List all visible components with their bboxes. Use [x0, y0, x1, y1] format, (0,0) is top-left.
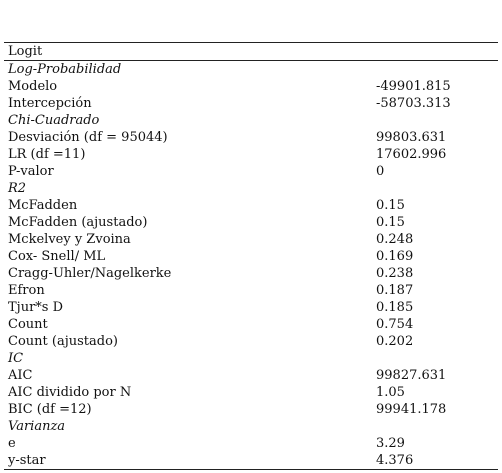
row-label: Mckelvey y Zvoina: [8, 232, 131, 247]
row-label: e: [8, 436, 16, 451]
row-label: LR (df =11): [8, 147, 86, 162]
row-value: 1.05: [376, 385, 405, 400]
row-value: 17602.996: [376, 147, 447, 162]
row-value: 99803.631: [376, 130, 447, 145]
row-label: AIC: [8, 368, 33, 383]
row-value: 0.185: [376, 300, 414, 315]
table-header-label: Logit: [8, 44, 43, 59]
table-row: AIC dividido por N 1.05: [4, 384, 498, 401]
row-label: Intercepción: [8, 96, 92, 111]
table-row: Tjur*s D 0.185: [4, 299, 498, 316]
row-label: McFadden (ajustado): [8, 215, 148, 230]
row-label: y-star: [8, 453, 46, 468]
section-header-row: R2: [4, 180, 498, 197]
row-label: P-valor: [8, 164, 54, 179]
table-row: Efron 0.187: [4, 282, 498, 299]
row-value: 99941.178: [376, 402, 447, 417]
table-header-value: [372, 43, 498, 60]
row-value: 0.238: [376, 266, 414, 281]
table-row: Desviación (df = 95044) 99803.631: [4, 129, 498, 146]
row-value: 0.248: [376, 232, 414, 247]
table-top-rule: [4, 42, 498, 43]
row-label: BIC (df =12): [8, 402, 92, 417]
row-label: Cox- Snell/ ML: [8, 249, 106, 264]
table-row: McFadden 0.15: [4, 197, 498, 214]
table-row: Mckelvey y Zvoina 0.248: [4, 231, 498, 248]
row-value: -58703.313: [376, 96, 451, 111]
table-row: Cox- Snell/ ML 0.169: [4, 248, 498, 265]
table-row: e 3.29: [4, 435, 498, 452]
table-row: Count 0.754: [4, 316, 498, 333]
section-title-value: [372, 418, 498, 435]
section-title-value: [372, 112, 498, 129]
row-value: 0.754: [376, 317, 414, 332]
row-label: Count: [8, 317, 48, 332]
table-row: Cragg-Uhler/Nagelkerke 0.238: [4, 265, 498, 282]
section-title-value: [372, 61, 498, 78]
table-row: BIC (df =12) 99941.178: [4, 401, 498, 418]
section-title-value: [372, 180, 498, 197]
row-value: 4.376: [376, 453, 414, 468]
row-value: -49901.815: [376, 79, 451, 94]
table-header-row: Logit: [4, 43, 498, 60]
row-value: 3.29: [376, 436, 405, 451]
section-title-value: [372, 350, 498, 367]
row-label: Count (ajustado): [8, 334, 118, 349]
section-title: Varianza: [8, 419, 66, 434]
table-row: AIC 99827.631: [4, 367, 498, 384]
row-label: Desviación (df = 95044): [8, 130, 168, 145]
table-row: y-star 4.376: [4, 452, 498, 469]
row-label: AIC dividido por N: [8, 385, 132, 400]
table-header-rule: [4, 60, 498, 61]
row-value: 0.15: [376, 198, 405, 213]
row-label: Cragg-Uhler/Nagelkerke: [8, 266, 172, 281]
section-title: Chi-Cuadrado: [8, 113, 100, 128]
table-row: McFadden (ajustado) 0.15: [4, 214, 498, 231]
table-row: P-valor 0: [4, 163, 498, 180]
row-value: 0.187: [376, 283, 414, 298]
table-row: LR (df =11) 17602.996: [4, 146, 498, 163]
row-value: 99827.631: [376, 368, 447, 383]
section-title: IC: [8, 351, 24, 366]
section-title: R2: [8, 181, 27, 196]
row-label: Modelo: [8, 79, 58, 94]
section-header-row: Varianza: [4, 418, 498, 435]
section-header-row: Log-Probabilidad: [4, 61, 498, 78]
table-row: Count (ajustado) 0.202: [4, 333, 498, 350]
table-row: Intercepción -58703.313: [4, 95, 498, 112]
table-row: Modelo -49901.815: [4, 78, 498, 95]
row-value: 0.169: [376, 249, 414, 264]
row-value: 0.202: [376, 334, 414, 349]
row-value: 0.15: [376, 215, 405, 230]
section-header-row: IC: [4, 350, 498, 367]
row-label: Tjur*s D: [8, 300, 64, 315]
table-bottom-rule: [4, 469, 498, 470]
section-title: Log-Probabilidad: [8, 62, 122, 77]
section-header-row: Chi-Cuadrado: [4, 112, 498, 129]
table-body: Log-Probabilidad Modelo -49901.815 Intercep…: [4, 61, 498, 469]
row-label: Efron: [8, 283, 45, 298]
row-label: McFadden: [8, 198, 78, 213]
fit-statistics-table: Logit Log-Probabilidad Modelo -49901.815 In…: [4, 42, 498, 470]
row-value: 0: [376, 164, 385, 179]
